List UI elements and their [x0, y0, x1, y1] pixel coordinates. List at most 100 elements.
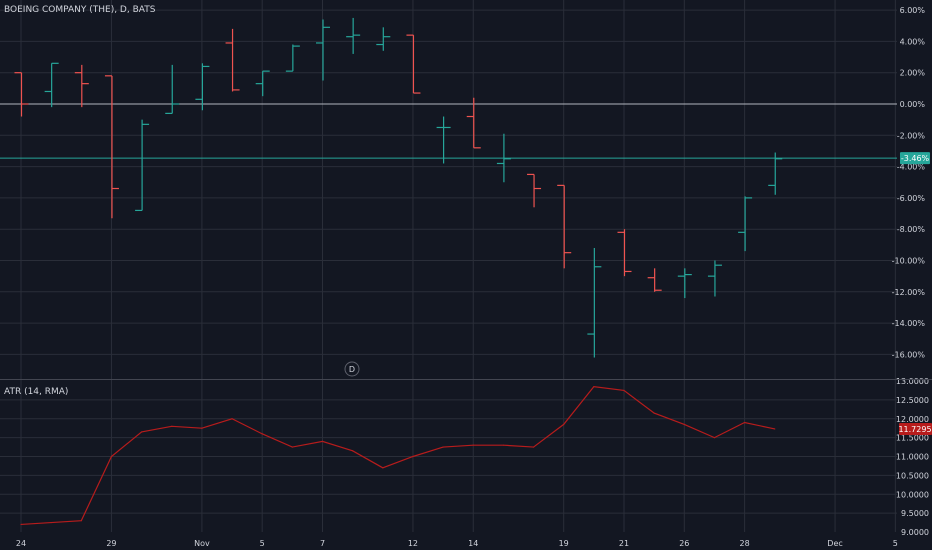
atr-point [683, 423, 685, 426]
ohlc-bar [255, 70, 270, 97]
day-marker[interactable]: D [344, 361, 360, 377]
atr-tick-label: 10.0000 [896, 490, 929, 499]
ohlc-bar [677, 268, 692, 299]
atr-tick-label: 12.5000 [896, 396, 929, 405]
symbol-title: BOEING COMPANY (THE), D, BATS [4, 5, 156, 15]
time-tick-label: 28 [740, 539, 750, 548]
ohlc-bar [225, 28, 240, 92]
time-tick-label: 29 [106, 539, 116, 548]
atr-point [563, 423, 565, 426]
ohlc-bar [707, 260, 722, 297]
ohlc-bar [496, 133, 511, 183]
atr-point [713, 437, 716, 439]
ohlc-bar [768, 152, 783, 195]
ohlc-bar [376, 27, 391, 51]
atr-point [321, 440, 324, 442]
ohlc-bar [14, 72, 29, 117]
time-tick-label: 5 [893, 539, 898, 548]
day-marker-label: D [349, 365, 355, 374]
price-tick-label: 2.00% [900, 69, 926, 78]
atr-point [231, 418, 233, 420]
atr-point [593, 386, 595, 388]
atr-axis[interactable]: 13.0000 12.5000 12.0000 11.5000 11.0000 10.50… [896, 377, 932, 537]
atr-point [141, 431, 143, 433]
price-tick-label: 6.00% [900, 6, 926, 15]
reference-lines [0, 103, 897, 159]
ohlc-bar [346, 17, 361, 54]
atr-tick-label: 12.0000 [896, 415, 929, 424]
grid-lines [0, 0, 897, 532]
atr-tick-label: 13.0000 [896, 377, 929, 386]
atr-point [774, 428, 776, 430]
time-tick-label: 19 [559, 539, 569, 548]
atr-point [110, 455, 113, 458]
last-value-label: -3.46% [901, 154, 930, 163]
price-tick-label: -8.00% [897, 225, 926, 234]
atr-tick-label: 10.5000 [896, 471, 929, 480]
ohlc-bar [466, 97, 481, 149]
atr-point [50, 521, 52, 524]
ohlc-bar [738, 196, 753, 252]
ohlc-bar [527, 173, 542, 208]
price-tick-label: -4.00% [897, 163, 926, 172]
atr-point [502, 444, 504, 446]
ohlc-bar [647, 268, 662, 292]
atr-point [412, 455, 414, 458]
ohlc-bar [74, 64, 89, 108]
atr-point [201, 427, 203, 429]
ohlc-bar [135, 119, 150, 212]
atr-series [20, 386, 776, 526]
ohlc-bar [165, 64, 180, 114]
time-tick-label: 24 [16, 539, 26, 548]
atr-tick-label: 11.0000 [896, 453, 929, 462]
atr-tick-label: 9.0000 [901, 528, 929, 537]
ohlc-bar [44, 62, 59, 108]
price-tick-label: -14.00% [892, 319, 926, 328]
atr-point [442, 446, 444, 448]
ohlc-bar [587, 247, 602, 358]
time-tick-label: 14 [468, 539, 478, 548]
atr-point [261, 433, 263, 435]
price-axis[interactable]: 6.00% 4.00% 2.00% 0.00% -2.00% -4.00% -6.00% -8… [892, 6, 930, 359]
time-tick-label: Dec [827, 539, 842, 548]
atr-point [532, 446, 535, 448]
time-tick-label: Nov [194, 539, 210, 548]
ohlc-bar [436, 116, 451, 164]
ohlc-bars [14, 17, 783, 358]
ohlc-bar [285, 44, 300, 72]
atr-point [20, 523, 22, 526]
atr-title: ATR (14, RMA) [4, 387, 68, 397]
atr-point [472, 444, 474, 446]
atr-last-value-label: 11.7295 [898, 425, 931, 434]
atr-tick-label: 11.5000 [896, 434, 929, 443]
time-tick-label: 7 [320, 539, 325, 548]
atr-point [653, 412, 655, 414]
price-tick-label: -16.00% [892, 350, 926, 359]
day-marker-circle [344, 361, 360, 377]
price-tick-label: -6.00% [897, 194, 926, 203]
ohlc-bar [406, 34, 421, 94]
atr-point [80, 520, 82, 522]
time-axis[interactable]: 24 29 Nov 5 7 12 14 19 21 26 28 Dec 5 [16, 539, 898, 548]
atr-point [623, 389, 625, 392]
price-tick-label: -12.00% [892, 288, 926, 297]
ohlc-bar [316, 19, 330, 81]
ohlc-bar [104, 75, 119, 219]
time-tick-label: 12 [408, 539, 418, 548]
time-tick-label: 26 [679, 539, 689, 548]
price-tick-label: -2.00% [897, 131, 926, 140]
time-tick-label: 21 [619, 539, 629, 548]
atr-tick-label: 9.5000 [901, 509, 929, 518]
atr-point [291, 446, 293, 448]
price-tick-label: 0.00% [900, 100, 926, 109]
ohlc-bar [617, 229, 632, 277]
atr-point [352, 450, 354, 452]
atr-line [20, 386, 775, 526]
ohlc-bar [195, 63, 210, 111]
last-value-badge [900, 152, 930, 165]
atr-point [171, 425, 173, 427]
atr-last-value-badge [899, 422, 932, 435]
atr-point [382, 467, 384, 469]
ohlc-bar [557, 184, 572, 269]
